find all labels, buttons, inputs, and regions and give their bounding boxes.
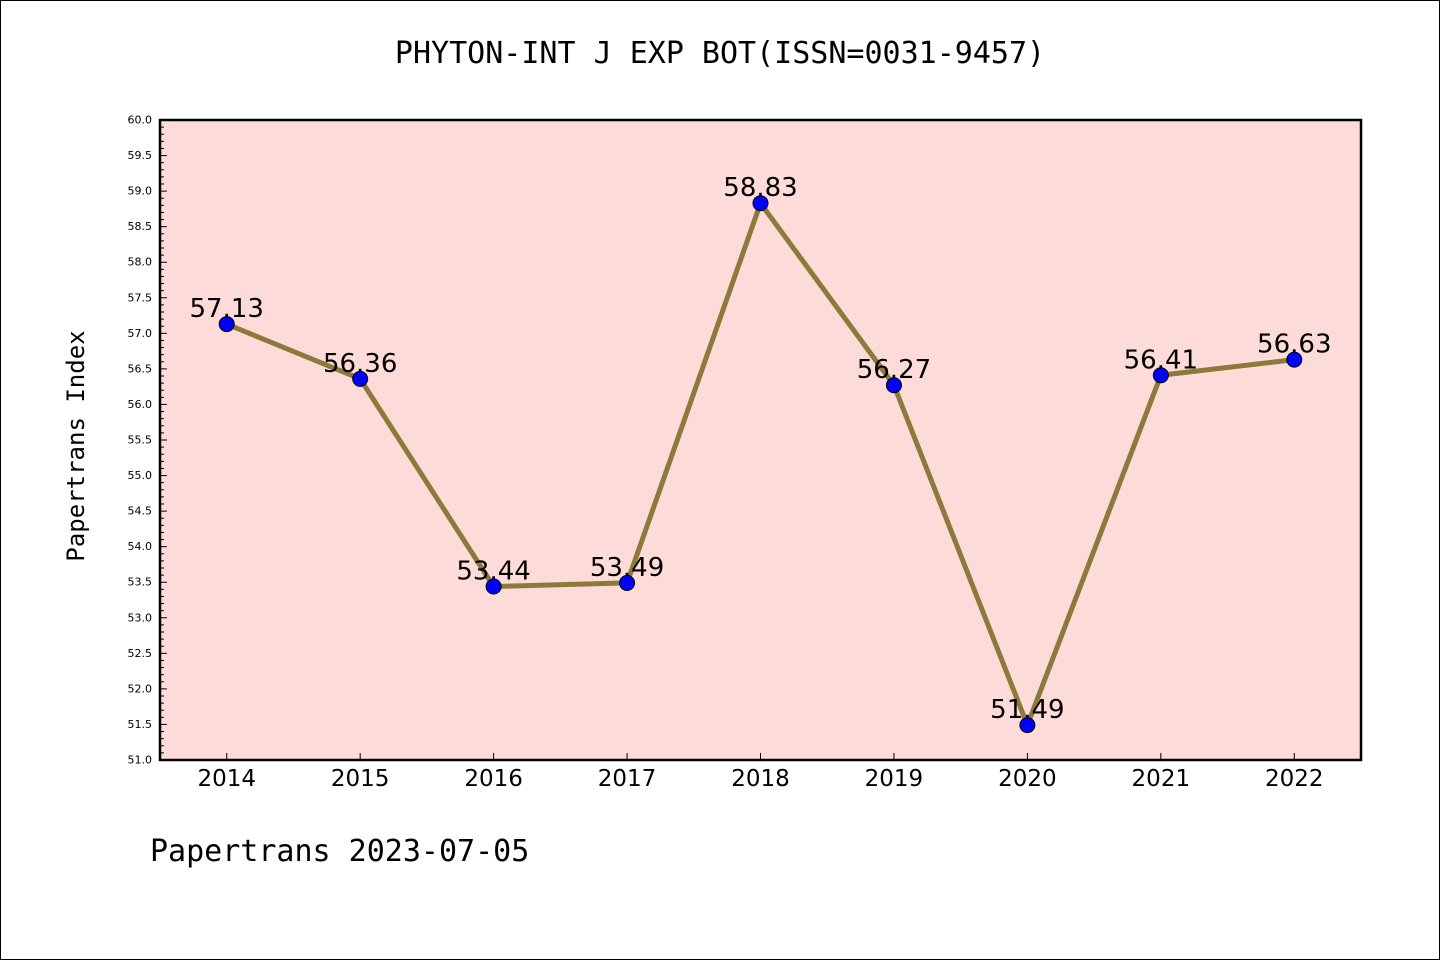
y-tick-label: 56.0 <box>128 398 153 411</box>
y-tick-label: 55.0 <box>128 469 153 482</box>
x-tick-label: 2017 <box>598 766 657 792</box>
data-label: 56.36 <box>323 349 397 379</box>
y-tick-label: 53.5 <box>128 576 153 589</box>
y-tick-label: 57.0 <box>128 327 153 340</box>
y-tick-label: 54.0 <box>128 540 153 553</box>
y-tick-label: 57.5 <box>128 291 153 304</box>
data-point <box>485 578 502 595</box>
y-tick-label: 51.5 <box>128 718 153 731</box>
plot-area <box>158 118 1363 762</box>
footer-text: Papertrans 2023-07-05 <box>150 834 530 869</box>
y-tick-label: 60.0 <box>128 114 153 127</box>
data-label: 53.44 <box>456 556 530 586</box>
data-label: 53.49 <box>590 553 664 583</box>
x-tick-label: 2020 <box>998 766 1057 792</box>
data-point <box>218 316 235 333</box>
y-tick-label: 52.5 <box>128 647 153 660</box>
data-point <box>619 574 636 591</box>
y-tick-label: 59.5 <box>128 149 153 162</box>
x-tick-label: 2015 <box>331 766 390 792</box>
x-tick-label: 2019 <box>865 766 924 792</box>
y-tick-label: 54.5 <box>128 505 153 518</box>
data-point <box>1286 351 1303 368</box>
y-tick-label: 56.5 <box>128 362 153 375</box>
y-tick-label: 51.0 <box>128 754 153 767</box>
x-tick-label: 2016 <box>464 766 523 792</box>
data-label: 56.27 <box>857 355 931 385</box>
chart-title: PHYTON-INT J EXP BOT(ISSN=0031-9457) <box>394 36 1046 71</box>
data-label: 56.63 <box>1257 330 1331 360</box>
data-point <box>752 195 769 212</box>
y-tick-label: 58.5 <box>128 220 153 233</box>
x-tick-label: 2018 <box>731 766 790 792</box>
y-tick-label: 59.0 <box>128 185 153 198</box>
y-tick-label: 53.0 <box>128 611 153 624</box>
data-point <box>1152 367 1169 384</box>
x-tick-label: 2021 <box>1132 766 1191 792</box>
y-tick-label: 55.5 <box>128 434 153 447</box>
x-tick-label: 2014 <box>197 766 256 792</box>
data-label: 57.13 <box>190 294 264 324</box>
data-point <box>1019 717 1036 734</box>
data-point <box>352 370 369 387</box>
data-point <box>885 377 902 394</box>
y-tick-label: 52.0 <box>128 682 153 695</box>
data-label: 51.49 <box>990 695 1064 725</box>
y-tick-label: 58.0 <box>128 256 153 269</box>
data-label: 58.83 <box>723 173 797 203</box>
data-label: 56.41 <box>1124 345 1198 375</box>
x-tick-label: 2022 <box>1265 766 1324 792</box>
